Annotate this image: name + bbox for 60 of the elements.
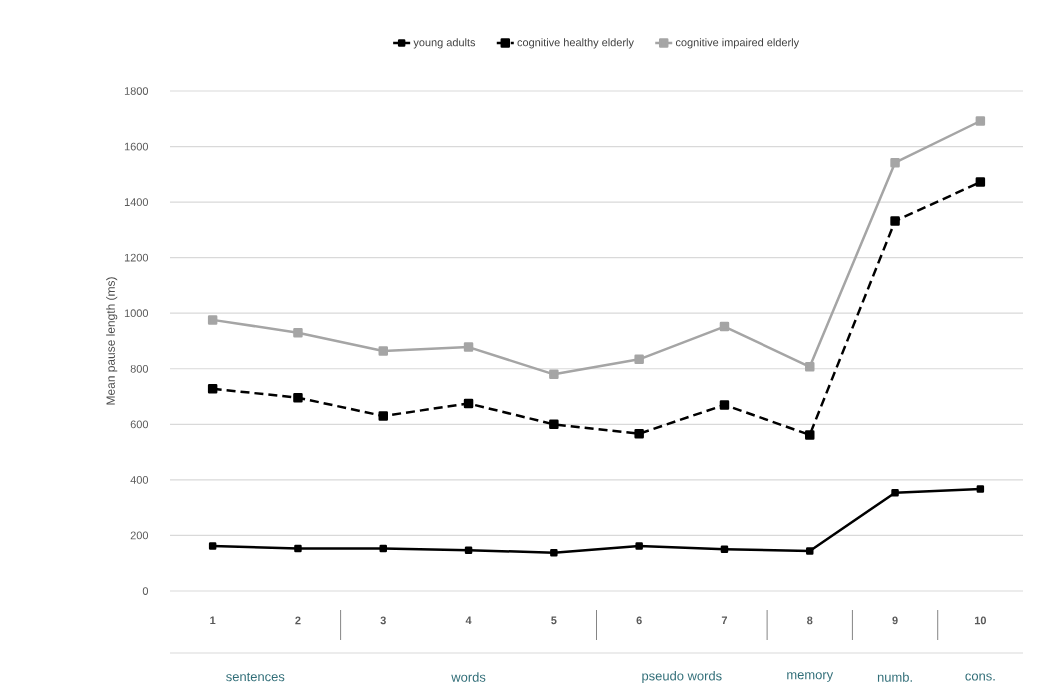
- text: sentences: [226, 672, 285, 682]
- y-tick-label: 200: [130, 531, 149, 540]
- y-tick-label: 1800: [124, 87, 149, 95]
- text: memory: [787, 672, 834, 682]
- y-tick-label: 400: [130, 476, 149, 484]
- point: [549, 419, 559, 430]
- x-tick-label: 1: [210, 616, 216, 625]
- point: [719, 321, 730, 332]
- y-tick-label: 1600: [124, 142, 149, 151]
- point: [378, 411, 388, 421]
- x-tick-label: 7: [721, 616, 728, 625]
- point: [634, 429, 644, 439]
- point: [635, 542, 643, 550]
- x-tick-label: 9: [892, 616, 898, 625]
- point: [464, 546, 473, 554]
- point: [293, 327, 303, 338]
- x-tick-label: 4: [465, 616, 472, 625]
- x-tick-label: 8: [807, 616, 813, 625]
- y-axis-title: Mean pause length (ms): [106, 277, 118, 405]
- text: pseudo words: [642, 670, 722, 684]
- point: [806, 547, 814, 555]
- legend-label: cognitive impaired elderly: [675, 38, 800, 49]
- x-tick-label: 10: [974, 616, 986, 625]
- legend-label: cognitive healthy elderly: [517, 38, 634, 49]
- x-tick-label: 3: [380, 616, 386, 625]
- y-tick-label: 800: [130, 364, 149, 373]
- point: [890, 216, 900, 226]
- point: [720, 545, 729, 554]
- point: [293, 392, 303, 403]
- point: [805, 430, 815, 440]
- point: [975, 177, 986, 187]
- y-tick-label: 1000: [124, 309, 149, 318]
- x-tick-label: 6: [636, 616, 642, 625]
- point: [634, 354, 644, 365]
- point: [549, 369, 559, 380]
- point: [378, 346, 388, 356]
- point: [379, 544, 387, 553]
- y-tick-label: 1200: [124, 253, 149, 262]
- text: cons.: [965, 673, 995, 681]
- x-tick-label: 5: [551, 616, 557, 625]
- point: [207, 384, 218, 394]
- legend-label: young adults: [413, 38, 476, 49]
- point: [805, 362, 815, 372]
- y-tick-label: 600: [130, 420, 149, 429]
- text: numb.: [877, 672, 912, 682]
- point: [719, 400, 730, 410]
- point: [294, 544, 302, 553]
- point: [891, 488, 899, 497]
- point: [463, 342, 474, 352]
- point: [890, 157, 900, 168]
- point: [976, 485, 985, 493]
- text: words: [451, 672, 486, 682]
- point: [207, 315, 218, 325]
- x-tick-label: 2: [295, 616, 301, 625]
- point: [463, 398, 474, 409]
- point: [550, 548, 558, 557]
- point: [208, 542, 217, 550]
- point: [975, 116, 986, 126]
- y-tick-label: 0: [142, 587, 149, 595]
- y-tick-label: 1400: [124, 198, 149, 206]
